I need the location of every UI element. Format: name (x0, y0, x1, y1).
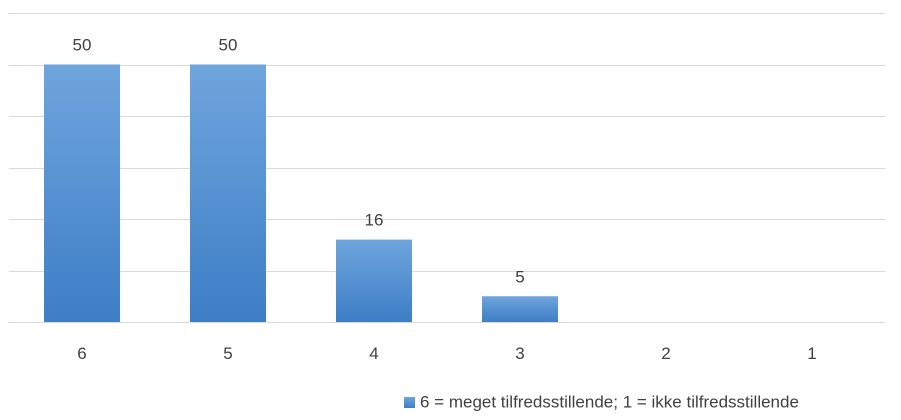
legend-label: 6 = meget tilfredsstillende; 1 = ikke ti… (420, 393, 799, 412)
x-axis-tick-labels: 6 5 4 3 2 1 (77, 344, 816, 363)
data-label-4: 16 (365, 211, 384, 230)
gridlines (9, 13, 885, 323)
legend: 6 = meget tilfredsstillende; 1 = ikke ti… (404, 393, 799, 412)
legend-swatch (404, 397, 415, 408)
data-label-6: 50 (73, 36, 92, 55)
bar-3 (482, 296, 558, 322)
data-label-5: 50 (219, 36, 238, 55)
bar-6 (44, 64, 120, 322)
bar-5 (190, 64, 266, 322)
x-tick-label-5: 5 (223, 344, 232, 363)
data-label-3: 5 (515, 267, 524, 286)
x-tick-label-6: 6 (77, 344, 86, 363)
bar-4 (336, 239, 412, 322)
bars (44, 64, 558, 322)
data-labels: 50 50 16 5 (73, 36, 525, 287)
x-tick-label-2: 2 (661, 344, 670, 363)
x-tick-label-3: 3 (515, 344, 524, 363)
x-tick-label-1: 1 (807, 344, 816, 363)
x-tick-label-4: 4 (369, 344, 378, 363)
